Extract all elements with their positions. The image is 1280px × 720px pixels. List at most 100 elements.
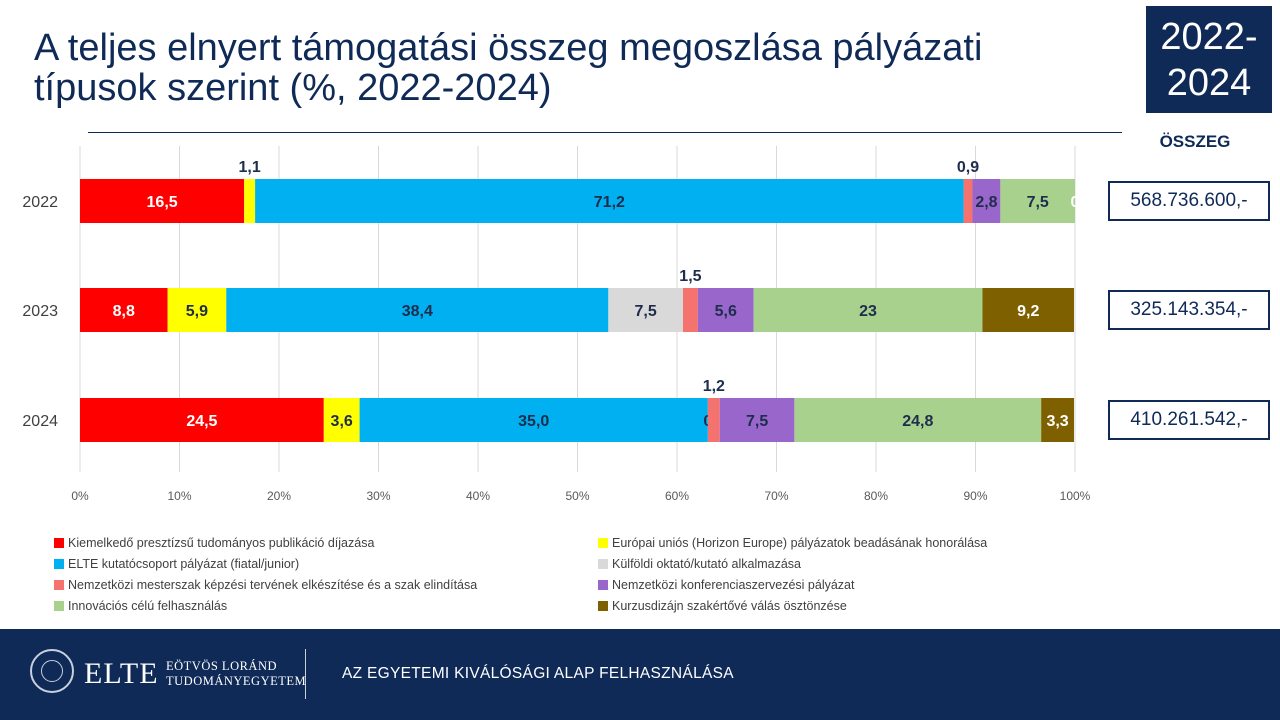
bar-segment xyxy=(80,398,324,442)
bar-segment xyxy=(80,288,168,332)
y-category-label: 2022 xyxy=(22,194,58,211)
legend-swatch xyxy=(54,559,64,569)
legend-swatch xyxy=(54,538,64,548)
footer-divider xyxy=(305,649,306,699)
bar-segment xyxy=(80,179,245,223)
bar-segment xyxy=(697,288,754,332)
legend-swatch xyxy=(598,601,608,611)
elte-logo-subtitle: EÖTVÖS LORÁND TUDOMÁNYEGYETEM xyxy=(166,659,306,689)
bar-segment xyxy=(167,288,227,332)
legend-item: Kurzusdizájn szakértővé válás ösztönzése xyxy=(598,599,847,613)
data-label: 0,9 xyxy=(957,159,979,176)
legend-swatch xyxy=(598,580,608,590)
bar-segment xyxy=(707,398,720,442)
legend-label: Nemzetközi mesterszak képzési tervének e… xyxy=(68,578,478,592)
legend-swatch xyxy=(598,559,608,569)
year-range-line2: 2024 xyxy=(1166,61,1252,104)
legend-swatch xyxy=(54,601,64,611)
x-tick-label: 60% xyxy=(665,489,689,503)
x-tick-label: 0% xyxy=(71,489,89,503)
x-tick-label: 20% xyxy=(267,489,291,503)
legend-swatch xyxy=(598,538,608,548)
data-label: 3,6 xyxy=(331,413,353,430)
x-tick-label: 30% xyxy=(366,489,390,503)
title-underline xyxy=(88,132,1122,133)
data-label: 7,5 xyxy=(635,303,657,320)
total-box-2022: 568.736.600,- xyxy=(1108,181,1270,221)
stacked-bar-chart: 0% 10% 20% 30% 40% 50% 60% 70% 80% 90% 100% 2022 202… xyxy=(22,146,1091,503)
y-category-label: 2023 xyxy=(22,303,58,320)
y-category-label: 2024 xyxy=(22,413,58,430)
bar-segment xyxy=(226,288,609,332)
year-range-box: 2022- 2024 xyxy=(1146,6,1272,113)
bar-segment xyxy=(982,288,1075,332)
bar-segment xyxy=(682,288,698,332)
legend-swatch xyxy=(54,580,64,590)
data-label: 5,9 xyxy=(186,303,208,320)
data-label: 3,3 xyxy=(1046,413,1068,430)
total-value-2023: 325.143.354,- xyxy=(1130,299,1248,320)
bar-segment xyxy=(1041,398,1075,442)
legend-item: Kiemelkedő presztízsű tudományos publiká… xyxy=(54,536,374,550)
data-label: 24,5 xyxy=(186,413,217,430)
logo-subtitle-line2: TUDOMÁNYEGYETEM xyxy=(166,674,307,688)
legend-label: Innovációs célú felhasználás xyxy=(68,599,228,613)
legend-label: Külföldi oktató/kutató alkalmazása xyxy=(612,557,801,571)
elte-logo-text: ELTE xyxy=(84,657,159,690)
year-range-line1: 2022- xyxy=(1160,15,1258,58)
elte-seal-icon xyxy=(30,649,74,693)
x-tick-label: 50% xyxy=(565,489,589,503)
data-label: 5,6 xyxy=(715,303,737,320)
data-label: 35,0 xyxy=(518,413,549,430)
total-box-2024: 410.261.542,- xyxy=(1108,400,1270,440)
bar-segment xyxy=(359,398,708,442)
bar-segment xyxy=(255,179,964,223)
bar-segment xyxy=(244,179,256,223)
data-label: 1,2 xyxy=(703,378,725,395)
x-tick-label: 10% xyxy=(167,489,191,503)
legend-item: ELTE kutatócsoport pályázat (fiatal/juni… xyxy=(54,557,299,571)
x-tick-label: 70% xyxy=(764,489,788,503)
bar-segment xyxy=(323,398,360,442)
data-label: 16,5 xyxy=(147,194,178,211)
legend-item: Külföldi oktató/kutató alkalmazása xyxy=(598,557,801,571)
x-tick-label: 40% xyxy=(466,489,490,503)
data-label: 8,8 xyxy=(113,303,135,320)
data-label: 2,8 xyxy=(975,194,997,211)
bar-segment xyxy=(963,179,973,223)
data-label: 71,2 xyxy=(594,194,625,211)
legend-label: ELTE kutatócsoport pályázat (fiatal/juni… xyxy=(68,557,300,571)
legend-label: Kurzusdizájn szakértővé válás ösztönzése xyxy=(612,599,847,613)
data-label: 23 xyxy=(859,303,877,320)
x-tick-label: 90% xyxy=(963,489,987,503)
data-label: 1,1 xyxy=(239,159,261,176)
logo-subtitle-line1: EÖTVÖS LORÁND xyxy=(166,659,278,673)
data-label: 24,8 xyxy=(902,413,933,430)
x-tick-label: 80% xyxy=(864,489,888,503)
legend-item: Nemzetközi konferenciaszervezési pályáza… xyxy=(598,578,854,592)
total-value-2024: 410.261.542,- xyxy=(1130,409,1248,430)
total-value-2022: 568.736.600,- xyxy=(1130,190,1248,211)
data-label: 1,5 xyxy=(679,268,701,285)
legend-item: Európai uniós (Horizon Europe) pályázato… xyxy=(598,536,987,550)
footer-bar: ELTE EÖTVÖS LORÁND TUDOMÁNYEGYETEM AZ EG… xyxy=(0,629,1280,720)
data-label: 0 xyxy=(1071,194,1080,211)
total-column-title: ÖSSZEG xyxy=(1159,132,1231,151)
total-box-2023: 325.143.354,- xyxy=(1108,290,1270,330)
data-label: 38,4 xyxy=(402,303,433,320)
page-title: A teljes elnyert támogatási összeg megos… xyxy=(34,27,983,109)
bar-segment xyxy=(794,398,1042,442)
legend-item: Nemzetközi mesterszak képzési tervének e… xyxy=(54,578,477,592)
bar-segment xyxy=(608,288,683,332)
bar-segment xyxy=(1000,179,1075,223)
data-label: 7,5 xyxy=(746,413,768,430)
x-tick-label: 100% xyxy=(1060,489,1091,503)
data-label: 9,2 xyxy=(1017,303,1039,320)
bar-segment xyxy=(753,288,983,332)
legend-label: Európai uniós (Horizon Europe) pályázato… xyxy=(612,536,988,550)
data-label: 7,5 xyxy=(1027,194,1049,211)
bar-segment xyxy=(972,179,1001,223)
legend-item: Innovációs célú felhasználás xyxy=(54,599,227,613)
footer-caption: AZ EGYETEMI KIVÁLÓSÁGI ALAP FELHASZNÁLÁS… xyxy=(342,665,734,682)
bar-segment xyxy=(719,398,795,442)
